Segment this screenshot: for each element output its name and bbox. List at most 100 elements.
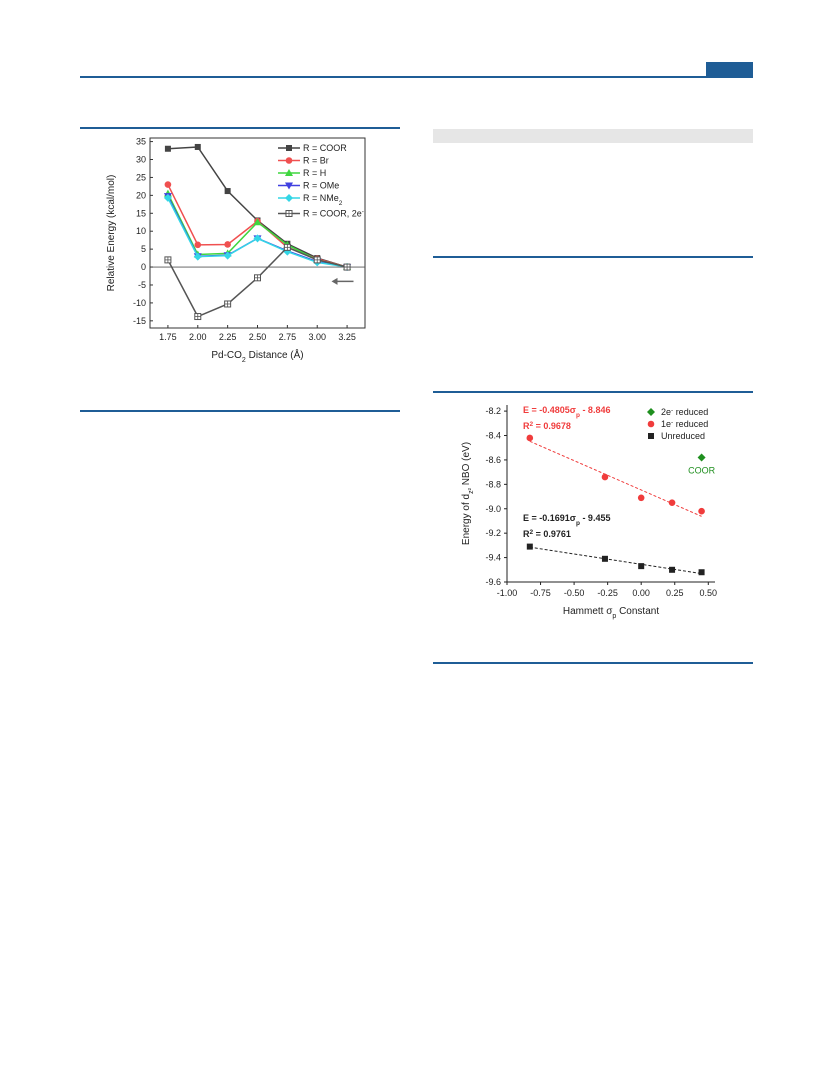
legend-marker bbox=[647, 420, 655, 428]
legend-label: 2e- reduced bbox=[661, 407, 708, 418]
y-tick-label: 5 bbox=[141, 244, 146, 254]
data-point bbox=[313, 256, 321, 264]
legend-label: R = NMe2 bbox=[303, 193, 343, 207]
legend-label: R = Br bbox=[303, 156, 329, 166]
plot-frame bbox=[149, 137, 366, 329]
legend-marker bbox=[647, 408, 655, 416]
x-tick-label: 2.50 bbox=[249, 332, 267, 342]
y-tick-label: 15 bbox=[136, 208, 146, 218]
y-tick-label: -9.2 bbox=[485, 528, 501, 538]
data-point bbox=[698, 569, 705, 576]
data-point bbox=[163, 193, 172, 202]
y-tick-label: -8.4 bbox=[485, 431, 501, 441]
data-point bbox=[164, 256, 172, 264]
legend-label: R = COOR, 2e- bbox=[303, 208, 364, 219]
y-axis-label: Energy of dz² NBO (eV) bbox=[461, 442, 475, 545]
y-tick-label: -8.6 bbox=[485, 455, 501, 465]
figure-2-bottom-rule bbox=[433, 662, 753, 664]
y-tick-label: -9.4 bbox=[485, 553, 501, 563]
legend-label: R = OMe bbox=[303, 181, 339, 191]
data-point bbox=[526, 434, 534, 442]
data-point bbox=[637, 494, 645, 502]
y-tick-label: -8.2 bbox=[485, 406, 501, 416]
x-tick-label: 2.75 bbox=[279, 332, 297, 342]
legend-marker bbox=[285, 157, 293, 164]
fit-equation-unreduced: E = -0.1691σp - 9.455 bbox=[523, 513, 610, 527]
legend-label: R = H bbox=[303, 168, 326, 178]
y-tick-label: 30 bbox=[136, 155, 146, 165]
legend-marker bbox=[285, 169, 293, 176]
x-tick-label: -0.50 bbox=[564, 588, 585, 598]
y-tick-label: -10 bbox=[133, 298, 146, 308]
legend-marker bbox=[286, 145, 292, 151]
page-number-tab bbox=[706, 62, 753, 78]
fit-line bbox=[529, 440, 702, 517]
data-point bbox=[253, 218, 262, 226]
fit-equation-1e: E = -0.4805σp - 8.846 bbox=[523, 405, 610, 419]
y-tick-label: 35 bbox=[136, 137, 146, 147]
data-point bbox=[638, 563, 645, 570]
fit-r2-unreduced: R2 = 0.9761 bbox=[523, 528, 571, 539]
x-tick-label: 2.00 bbox=[189, 332, 207, 342]
legend-label: Unreduced bbox=[661, 431, 705, 441]
legend-marker bbox=[285, 194, 293, 202]
y-tick-label: 10 bbox=[136, 226, 146, 236]
data-point bbox=[194, 313, 202, 321]
x-tick-label: 2.25 bbox=[219, 332, 237, 342]
data-point bbox=[164, 181, 172, 188]
x-tick-label: 0.25 bbox=[666, 588, 684, 598]
x-tick-label: -0.25 bbox=[597, 588, 618, 598]
y-tick-label: 25 bbox=[136, 172, 146, 182]
data-point bbox=[224, 188, 231, 195]
data-point bbox=[253, 234, 262, 243]
data-point bbox=[283, 243, 291, 251]
legend-label: R = COOR bbox=[303, 143, 347, 153]
data-point bbox=[601, 473, 609, 481]
data-point bbox=[224, 300, 232, 308]
y-tick-label: -15 bbox=[133, 316, 146, 326]
figure-2-top-rule bbox=[433, 391, 753, 393]
x-axis-label: Hammett σp Constant bbox=[563, 606, 659, 620]
data-point bbox=[193, 252, 202, 261]
x-tick-label: 3.25 bbox=[338, 332, 356, 342]
data-point bbox=[526, 543, 533, 550]
legend-marker bbox=[285, 210, 293, 217]
y-tick-label: -9.6 bbox=[485, 577, 501, 587]
data-point bbox=[164, 145, 171, 152]
figure-1-top-rule bbox=[80, 127, 400, 129]
data-point bbox=[669, 566, 676, 573]
data-point bbox=[698, 507, 705, 515]
data-point bbox=[254, 274, 261, 282]
data-point bbox=[601, 555, 608, 562]
x-tick-label: 1.75 bbox=[159, 332, 177, 342]
x-axis-label: Pd-CO2 Distance (Å) bbox=[211, 348, 303, 364]
table-header-band bbox=[433, 129, 753, 143]
y-tick-label: 0 bbox=[141, 262, 146, 272]
legend-marker bbox=[648, 433, 654, 439]
x-tick-label: -0.75 bbox=[530, 588, 551, 598]
point-label: COOR bbox=[688, 465, 716, 475]
y-tick-label: -8.8 bbox=[485, 479, 501, 489]
legend-label: 1e- reduced bbox=[661, 419, 708, 430]
y-tick-label: 20 bbox=[136, 190, 146, 200]
fit-r2-1e: R2 = 0.9678 bbox=[523, 421, 571, 432]
arrow-head bbox=[331, 277, 338, 285]
y-axis-label: Relative Energy (kcal/mol) bbox=[106, 175, 117, 292]
header-rule bbox=[80, 76, 753, 78]
figure-1-bottom-rule bbox=[80, 410, 400, 412]
x-tick-label: 0.50 bbox=[700, 588, 718, 598]
nbo-hammett-scatter-chart: -1.00 -0.75 -0.50 -0.25 0.00 0.25 0.50 -8.2 -8.4… bbox=[461, 405, 718, 620]
data-point bbox=[697, 453, 706, 462]
data-point bbox=[223, 251, 232, 260]
data-point bbox=[668, 499, 676, 506]
table-bottom-rule bbox=[433, 256, 753, 258]
energy-distance-line-chart: 1.75 2.00 2.25 2.50 2.75 3.00 3.25 35 30 25 20 15 10… bbox=[106, 137, 366, 364]
x-tick-label: 0.00 bbox=[632, 588, 650, 598]
data-point bbox=[194, 241, 202, 249]
fit-line bbox=[529, 546, 702, 575]
legend-marker bbox=[285, 182, 293, 190]
y-tick-label: -9.0 bbox=[485, 504, 501, 514]
y-tick-label: -5 bbox=[138, 280, 146, 290]
x-tick-label: -1.00 bbox=[497, 588, 518, 598]
data-point bbox=[194, 143, 201, 150]
